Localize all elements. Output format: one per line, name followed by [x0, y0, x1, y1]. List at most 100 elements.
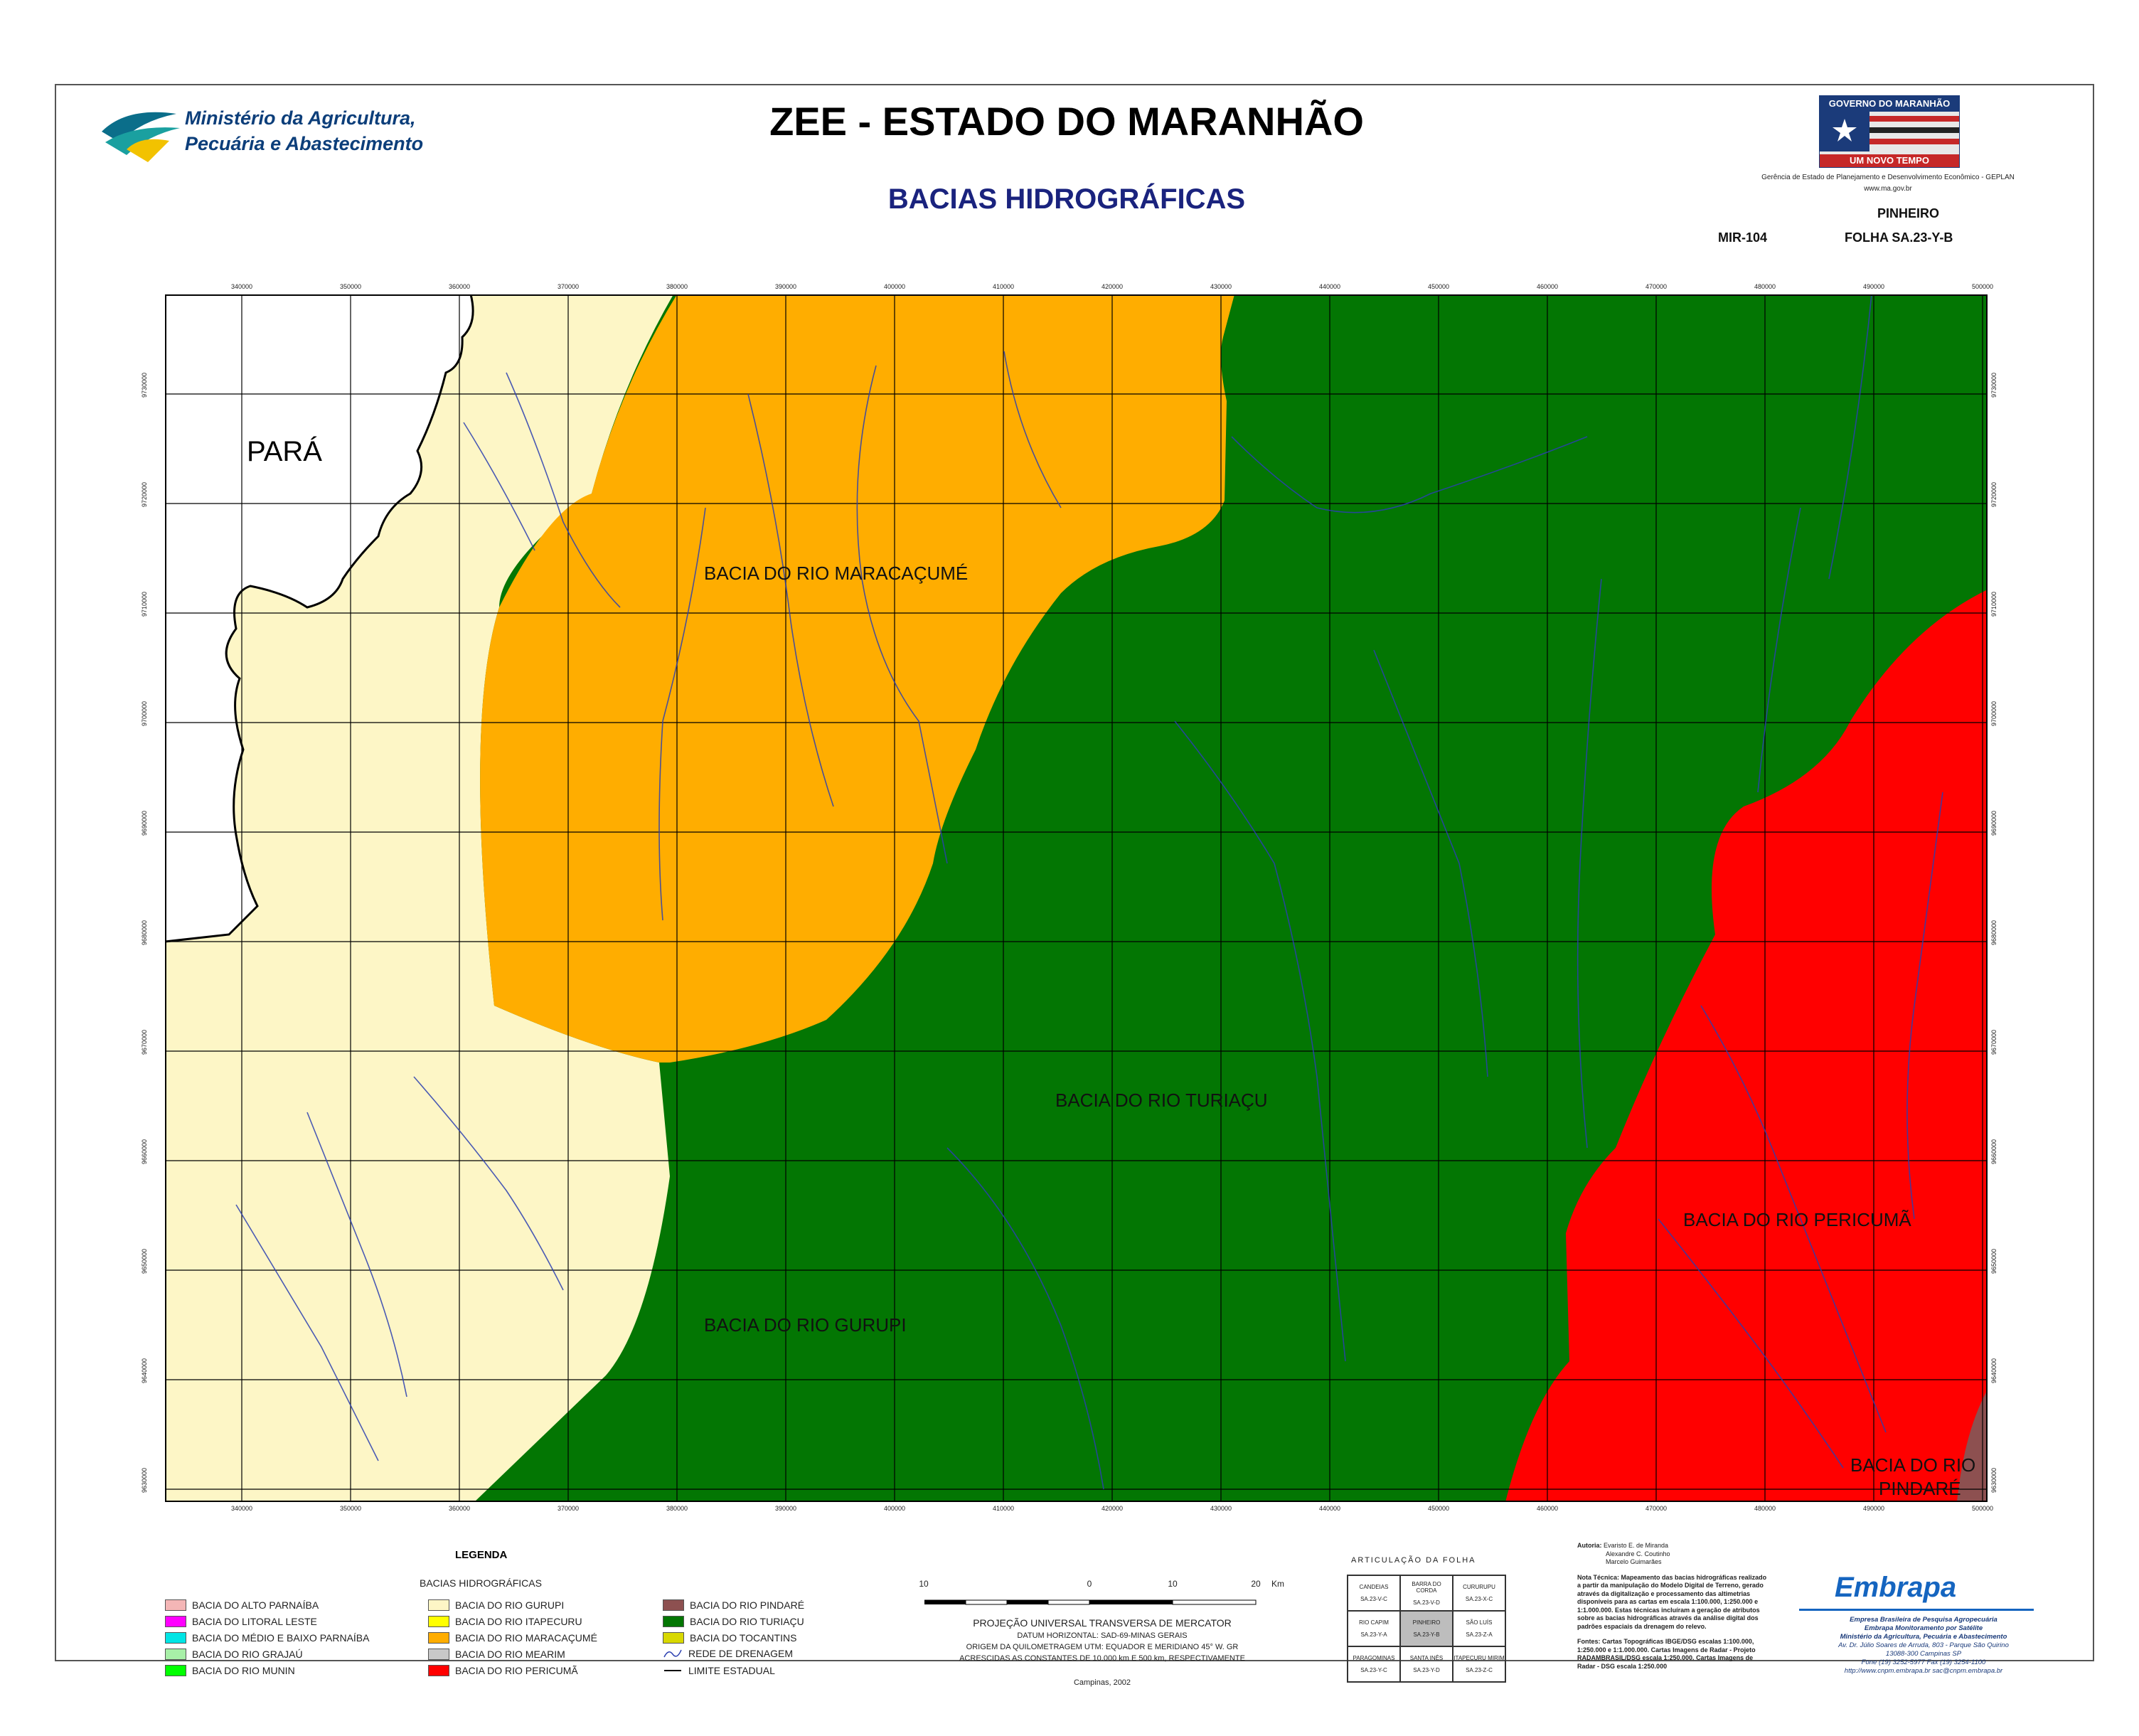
label-pindare-line1: BACIA DO RIO [1850, 1454, 1975, 1476]
x-tick-label: 370000 [557, 1505, 580, 1512]
region-pindare [1957, 1390, 1988, 1502]
legend-swatch [663, 1632, 684, 1644]
y-tick-label: 9720000 [141, 482, 148, 508]
legend-label: BACIA DO RIO PERICUMÃ [455, 1665, 578, 1676]
legend-label: BACIA DO RIO ITAPECURU [455, 1616, 582, 1627]
label-maracacume: BACIA DO RIO MARACAÇUMÉ [704, 563, 968, 584]
x-tick-label: 380000 [666, 1505, 688, 1512]
y-tick-label: 9630000 [1990, 1468, 1997, 1493]
legend-item: BACIA DO RIO PINDARÉ [663, 1599, 804, 1612]
x-tick-label: 450000 [1427, 283, 1450, 290]
articulation-cell-code: SA.23-Y-C [1360, 1667, 1387, 1673]
scale-tick-3: 20 [1251, 1579, 1261, 1589]
embrapa-rule [1799, 1609, 2034, 1611]
embrapa-line2: Embrapa Monitoramento por Satélite [1864, 1624, 1983, 1632]
legend-swatch [428, 1599, 449, 1611]
y-tick-label: 9680000 [141, 920, 148, 946]
y-tick-label: 9640000 [1990, 1358, 1997, 1384]
folha-code: FOLHA SA.23-Y-B [1845, 230, 1953, 245]
articulation-cell: CANDEIAS SA.23-V-C [1348, 1575, 1400, 1611]
articulation-cell-code: SA.23-V-C [1360, 1596, 1387, 1602]
y-tick-label: 9680000 [1990, 920, 1997, 946]
x-tick-label: 360000 [448, 1505, 471, 1512]
articulation-cell-code: SA.23-V-D [1413, 1599, 1440, 1606]
y-tick-label: 9730000 [141, 373, 148, 398]
legend-item: BACIA DO MÉDIO E BAIXO PARNAÍBA [165, 1631, 369, 1644]
map-subtitle: BACIAS HIDROGRÁFICAS [887, 183, 1246, 215]
x-tick-label: 340000 [230, 1505, 253, 1512]
articulation-cell-name: CURURUPU [1463, 1584, 1495, 1590]
legend-item: BACIA DO RIO MUNIN [165, 1664, 295, 1677]
articulation-cell-code: SA.23-X-C [1465, 1596, 1493, 1602]
author-1: Evaristo E. de Miranda [1604, 1542, 1669, 1549]
ministry-line1: Ministério da Agricultura, [185, 107, 416, 129]
legend-swatch [428, 1632, 449, 1644]
y-tick-label: 9630000 [141, 1468, 148, 1493]
x-tick-label: 420000 [1101, 1505, 1124, 1512]
articulation-cell-name: SANTA INÊS [1409, 1655, 1444, 1661]
embrapa-line6: Fone (19) 3252-5977 Fax (19) 3254-1100 [1861, 1658, 1986, 1666]
articulation-title: ARTICULAÇÃO DA FOLHA [1351, 1556, 1476, 1565]
articulation-cell: ITAPECURU MIRIM SA.23-Z-C [1453, 1646, 1505, 1682]
x-tick-label: 360000 [448, 283, 471, 290]
articulation-cell: RIO CAPIM SA.23-Y-A [1348, 1611, 1400, 1646]
articulation-cell-code: SA.23-Y-B [1413, 1631, 1440, 1638]
embrapa-line5: 13088-300 Campinas SP [1885, 1650, 1962, 1658]
label-pericuma: BACIA DO RIO PERICUMÃ [1683, 1209, 1911, 1230]
articulation-cell: CURURUPU SA.23-X-C [1453, 1575, 1505, 1611]
articulation-cell-name: SÃO LUÍS [1466, 1619, 1493, 1626]
x-tick-label: 430000 [1210, 283, 1232, 290]
legend-label: BACIA DO RIO TURIAÇU [690, 1616, 804, 1627]
legend-label: BACIA DO LITORAL LESTE [192, 1616, 317, 1627]
legend-item: BACIA DO RIO GRAJAÚ [165, 1648, 303, 1661]
authors-label: Autoria: [1577, 1542, 1602, 1549]
legend-label: BACIA DO RIO MARACAÇUMÉ [455, 1632, 597, 1644]
y-tick-label: 9710000 [1990, 592, 1997, 617]
embrapa-info: Empresa Brasileira de Pesquisa Agropecuá… [1806, 1616, 2041, 1676]
legend-swatch [165, 1649, 186, 1660]
legend-label: BACIA DO ALTO PARNAÍBA [192, 1599, 319, 1611]
x-tick-label: 480000 [1754, 1505, 1776, 1512]
technical-note: Nota Técnica: Mapeamento das bacias hidr… [1577, 1573, 1767, 1630]
x-tick-label: 490000 [1862, 283, 1885, 290]
coordinate-grid [165, 294, 1988, 1502]
x-tick-label: 490000 [1862, 1505, 1885, 1512]
x-tick-label: 350000 [339, 283, 362, 290]
legend-subtitle: BACIAS HIDROGRÁFICAS [420, 1577, 542, 1589]
articulation-cell-name: ITAPECURU MIRIM [1453, 1655, 1505, 1661]
embrapa-line4: Av. Dr. Júlio Soares de Arruda, 803 - Pa… [1838, 1641, 2009, 1649]
legend-swatch [165, 1599, 186, 1611]
map-border [165, 294, 1988, 1502]
legend-drainage: REDE DE DRENAGEM [663, 1647, 793, 1660]
region-pericuma [1505, 590, 1988, 1502]
label-para: PARÁ [247, 435, 322, 467]
sheet-name: PINHEIRO [1877, 206, 1940, 220]
legend-item: BACIA DO RIO MARACAÇUMÉ [428, 1631, 597, 1644]
x-tick-label: 430000 [1210, 1505, 1232, 1512]
embrapa-line1: Empresa Brasileira de Pesquisa Agropecuá… [1850, 1616, 1997, 1624]
embrapa-line7: http://www.cnpm.embrapa.br sac@cnpm.embr… [1844, 1667, 2003, 1675]
legend-label: BACIA DO RIO MUNIN [192, 1665, 295, 1676]
legend-item: BACIA DO RIO MEARIM [428, 1648, 565, 1661]
maranhao-flag-icon [1820, 112, 1959, 154]
x-tick-label: 390000 [774, 1505, 797, 1512]
x-tick-label: 470000 [1645, 1505, 1668, 1512]
legend-swatch [428, 1616, 449, 1627]
x-tick-label: 410000 [992, 1505, 1015, 1512]
x-tick-label: 500000 [1971, 1505, 1994, 1512]
articulation-cell: PARAGOMINAS SA.23-Y-C [1348, 1646, 1400, 1682]
y-tick-label: 9650000 [1990, 1249, 1997, 1274]
x-tick-label: 370000 [557, 283, 580, 290]
x-tick-label: 390000 [774, 283, 797, 290]
articulation-cell-name: PINHEIRO [1412, 1619, 1441, 1626]
articulation-cell-code: SA.23-Z-A [1466, 1631, 1493, 1638]
projection: PROJEÇÃO UNIVERSAL TRANSVERSA DE MERCATO… [973, 1617, 1232, 1629]
y-tick-label: 9700000 [141, 701, 148, 727]
y-tick-label: 9690000 [141, 811, 148, 836]
legend-swatch [663, 1616, 684, 1627]
utm-constants: ACRESCIDAS AS CONSTANTES DE 10.000 km E … [959, 1654, 1245, 1663]
drainage-network [235, 294, 1943, 1490]
legend-label: BACIA DO RIO GRAJAÚ [192, 1649, 303, 1660]
y-tick-label: 9670000 [141, 1030, 148, 1055]
state-limit-line-icon [664, 1670, 681, 1671]
